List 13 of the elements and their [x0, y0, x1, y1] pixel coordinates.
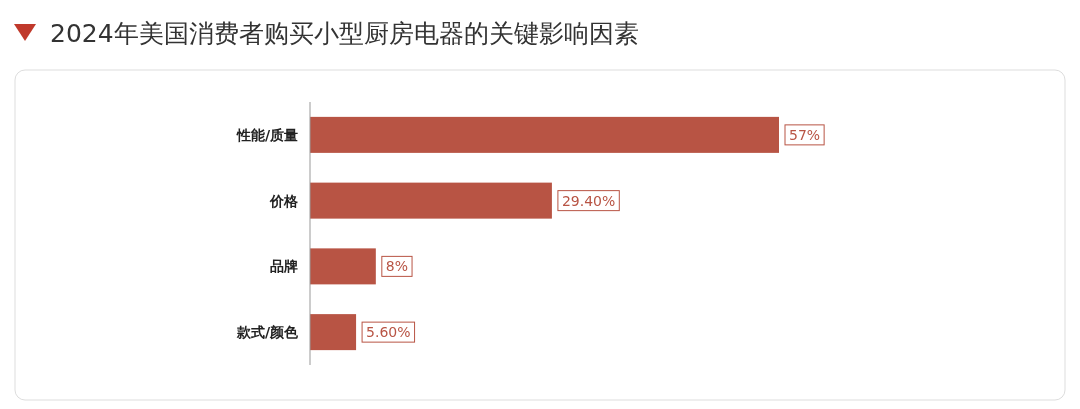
bar [310, 182, 552, 219]
bar [310, 248, 376, 285]
y-tick-label: 性能/质量 [235, 126, 298, 143]
data-label: 8% [385, 258, 409, 275]
y-tick-label: 价格 [269, 192, 299, 209]
data-label: 29.40% [561, 192, 616, 209]
data-label: 57% [789, 126, 821, 143]
bar [310, 116, 779, 153]
data-label: 5.60% [366, 324, 411, 341]
y-tick-label: 品牌 [270, 258, 298, 275]
bar [310, 314, 357, 351]
y-tick-label: 款式/颜色 [235, 324, 299, 341]
chart-title: 2024年美国消费者购买小型厨房电器的关键影响因素 [50, 19, 639, 48]
